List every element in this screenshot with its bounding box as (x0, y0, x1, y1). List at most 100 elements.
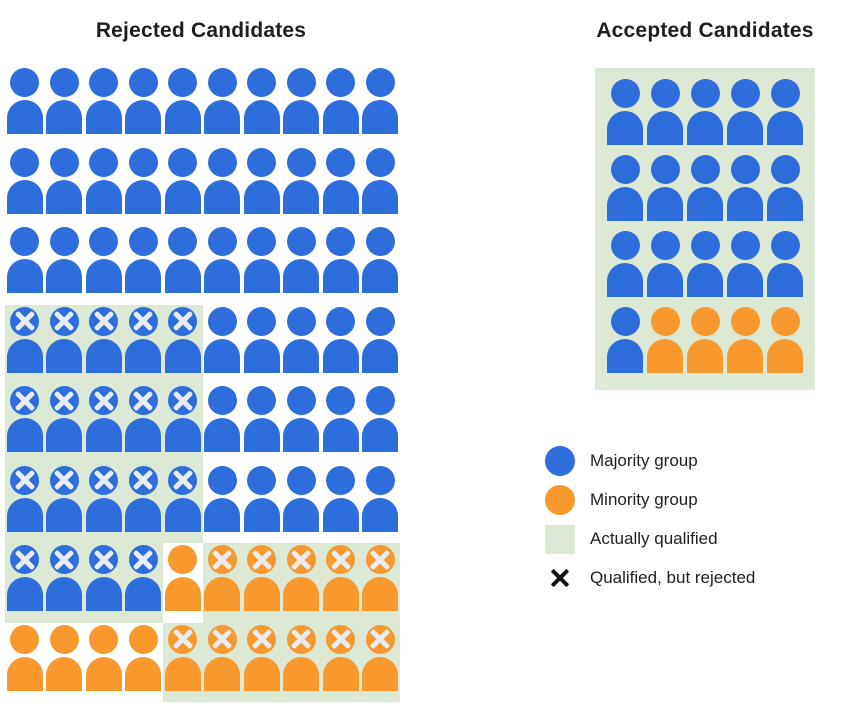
grid-cell (282, 146, 322, 226)
person-icon-majority-qualified-rejected (85, 386, 122, 452)
person-head-icon (365, 227, 395, 256)
person-torso (125, 179, 162, 214)
person-head-x-icon (168, 624, 198, 654)
person-icon-majority (243, 227, 280, 293)
person-icon-majority (283, 306, 320, 373)
person-torso (46, 100, 83, 134)
person-icon-majority-qualified-rejected (46, 386, 83, 452)
person-torso (687, 187, 723, 221)
person-head-icon (49, 624, 79, 654)
person-icon-majority (283, 386, 320, 452)
person-icon-minority (727, 307, 763, 373)
grid-cell (361, 305, 401, 385)
person-torso (243, 338, 280, 373)
person-head-icon (89, 227, 119, 256)
person-head-icon (207, 227, 237, 256)
grid-cell (765, 305, 805, 381)
person-torso (46, 418, 83, 452)
grid-cell (45, 225, 85, 305)
grid-cell-qualified (123, 384, 163, 464)
person-torso (767, 339, 803, 373)
person-torso (322, 259, 359, 293)
person-head-icon (10, 624, 40, 654)
grid-cell (321, 384, 361, 464)
person-head-icon (326, 306, 356, 336)
grid-cell (321, 146, 361, 226)
person-torso (243, 179, 280, 214)
grid-cell (5, 66, 45, 146)
person-icon-majority (647, 231, 683, 297)
grid-cell (45, 623, 85, 703)
legend-label-minority: Minority group (590, 490, 698, 509)
grid-cell-qualified (84, 384, 124, 464)
person-head-icon (770, 79, 800, 108)
person-head-x-icon (207, 624, 237, 654)
grid-cell (361, 464, 401, 544)
grid-cell (685, 305, 725, 381)
person-torso (85, 338, 122, 373)
grid-cell (725, 229, 765, 305)
person-head-x-icon (286, 624, 316, 654)
person-head-icon (207, 386, 237, 415)
person-icon-minority-qualified-rejected (243, 545, 280, 611)
person-torso (687, 111, 723, 145)
person-head-x-icon (365, 624, 395, 654)
person-torso (322, 100, 359, 134)
person-icon-majority-qualified-rejected (125, 545, 162, 611)
grid-cell (124, 146, 164, 226)
person-head-x-icon (10, 465, 40, 495)
person-torso (322, 656, 359, 691)
grid-cell (765, 229, 805, 305)
person-torso (362, 497, 399, 532)
person-head-icon (247, 386, 277, 415)
person-icon-minority-qualified-rejected (283, 624, 320, 691)
legend-item-qualified-rejected: Qualified, but rejected (545, 563, 755, 593)
person-icon-majority-qualified-rejected (85, 306, 122, 373)
person-head-x-icon (326, 545, 356, 574)
grid-cell-qualified (360, 543, 400, 623)
grid-cell (765, 77, 805, 153)
person-icon-majority (164, 68, 201, 134)
person-head-x-icon (128, 545, 158, 574)
person-head-icon (326, 386, 356, 415)
person-head-x-icon (128, 386, 158, 415)
grid-cell (605, 153, 645, 229)
grid-cell-qualified (123, 463, 163, 543)
person-head-icon (207, 306, 237, 336)
person-head-icon (247, 68, 277, 97)
grid-cell (203, 225, 243, 305)
legend-item-qualified: Actually qualified (545, 524, 755, 554)
grid-cell-qualified (163, 463, 203, 543)
person-icon-majority (322, 306, 359, 373)
person-torso (204, 100, 241, 134)
person-torso (243, 656, 280, 691)
grid-cell-qualified (5, 384, 45, 464)
person-icon-majority (767, 155, 803, 221)
person-torso (283, 338, 320, 373)
person-icon-majority (322, 227, 359, 293)
person-head-x-icon (247, 545, 277, 574)
person-icon-majority (46, 147, 83, 214)
person-head-icon (365, 147, 395, 177)
person-head-icon (49, 227, 79, 256)
person-torso (125, 418, 162, 452)
person-icon-majority (767, 231, 803, 297)
person-icon-minority-qualified-rejected (243, 624, 280, 691)
person-torso (46, 497, 83, 532)
person-torso (767, 187, 803, 221)
person-head-icon (247, 227, 277, 256)
person-head-x-icon (10, 545, 40, 574)
qualified-swatch-icon (545, 524, 575, 554)
grid-cell (282, 66, 322, 146)
person-icon-majority-qualified-rejected (125, 386, 162, 452)
person-icon-majority (362, 306, 399, 373)
person-head-icon (610, 155, 640, 184)
person-head-icon (247, 465, 277, 495)
person-torso (85, 656, 122, 691)
person-head-icon (49, 147, 79, 177)
person-torso (607, 339, 643, 373)
person-torso (6, 418, 43, 452)
grid-cell (124, 623, 164, 703)
person-torso (322, 497, 359, 532)
person-icon-majority-qualified-rejected (46, 545, 83, 611)
